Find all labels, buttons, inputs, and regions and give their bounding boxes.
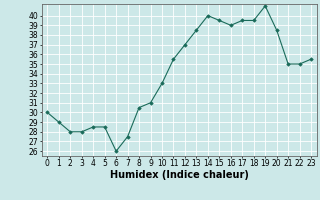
- X-axis label: Humidex (Indice chaleur): Humidex (Indice chaleur): [110, 170, 249, 180]
